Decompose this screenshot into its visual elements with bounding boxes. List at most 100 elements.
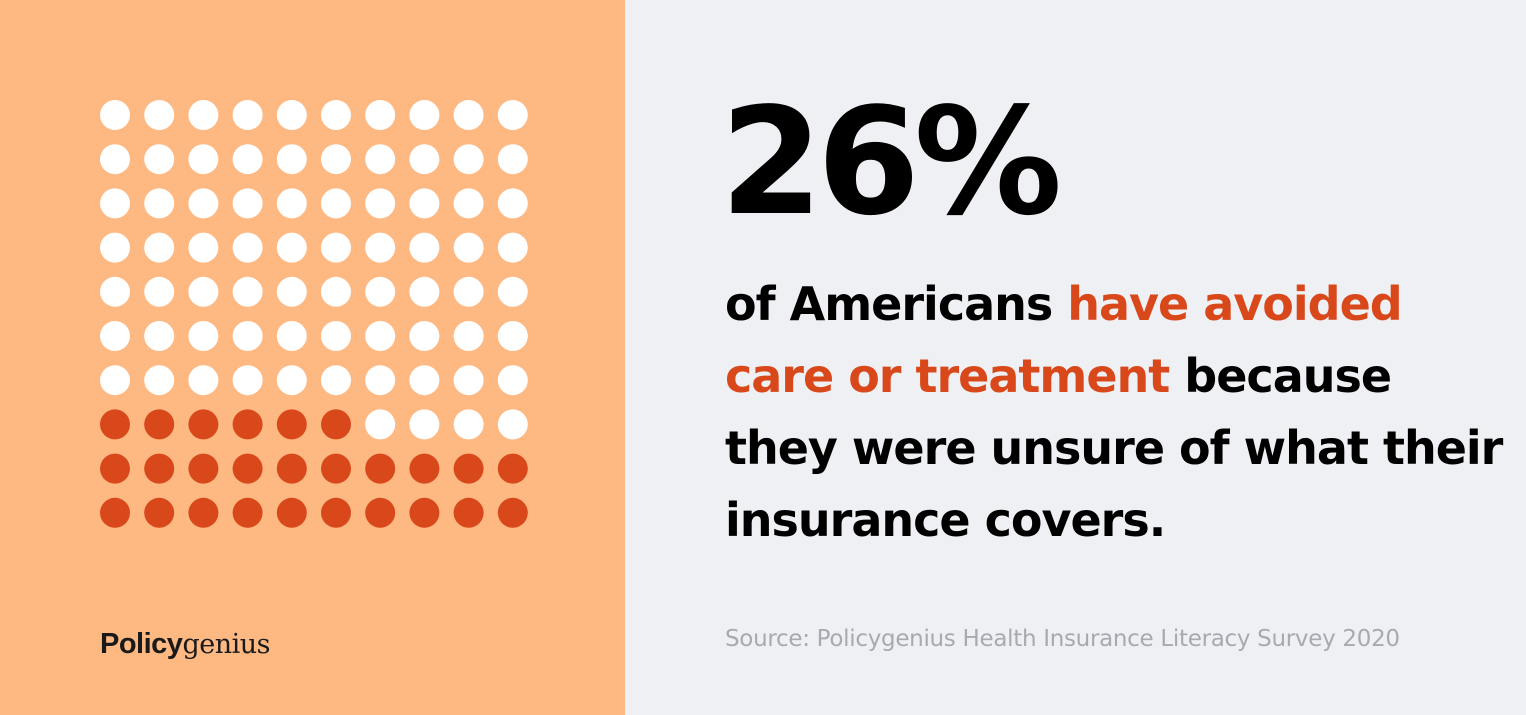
- waffle-dot-highlighted: [276, 453, 307, 484]
- waffle-dot-empty: [188, 188, 219, 219]
- waffle-dot-empty: [497, 321, 528, 351]
- statement-highlight: have avoided care or treatment: [725, 277, 1403, 403]
- text-panel: 26% of Americans have avoided care or tr…: [625, 0, 1526, 715]
- waffle-dot-highlighted: [100, 409, 130, 440]
- waffle-dot-highlighted: [144, 453, 175, 484]
- waffle-dot-empty: [409, 321, 440, 351]
- waffle-dot-empty: [321, 321, 351, 351]
- waffle-dot-empty: [497, 365, 528, 396]
- waffle-dot-empty: [144, 321, 175, 351]
- waffle-dot-empty: [365, 232, 396, 263]
- waffle-dot-empty: [144, 232, 175, 263]
- waffle-dot-empty: [100, 100, 130, 130]
- waffle-dot-empty: [232, 276, 263, 307]
- waffle-dot-empty: [276, 276, 307, 307]
- waffle-chart: [100, 100, 528, 528]
- waffle-dot-empty: [100, 188, 130, 219]
- waffle-dot-empty: [321, 188, 351, 219]
- waffle-dot-empty: [232, 144, 263, 175]
- waffle-dot-empty: [321, 365, 351, 396]
- waffle-dot-highlighted: [453, 497, 484, 528]
- waffle-dot-empty: [188, 276, 219, 307]
- waffle-dot-empty: [409, 409, 440, 440]
- waffle-dot-highlighted: [453, 453, 484, 484]
- waffle-dot-empty: [409, 232, 440, 263]
- waffle-dot-highlighted: [497, 497, 528, 528]
- waffle-dot-empty: [100, 276, 130, 307]
- waffle-dot-empty: [365, 276, 396, 307]
- waffle-dot-empty: [453, 100, 484, 130]
- waffle-dot-highlighted: [497, 453, 528, 484]
- waffle-dot-highlighted: [321, 453, 351, 484]
- waffle-dot-empty: [276, 321, 307, 351]
- waffle-dot-empty: [188, 144, 219, 175]
- statement-text: of Americans have avoided care or treatm…: [725, 268, 1505, 556]
- waffle-dot-empty: [497, 409, 528, 440]
- statement-part1: of Americans: [725, 277, 1068, 331]
- waffle-dot-empty: [276, 144, 307, 175]
- waffle-dot-empty: [453, 188, 484, 219]
- waffle-dot-empty: [188, 365, 219, 396]
- waffle-dot-empty: [453, 365, 484, 396]
- waffle-dot-empty: [453, 409, 484, 440]
- waffle-dot-empty: [144, 100, 175, 130]
- waffle-dot-highlighted: [144, 409, 175, 440]
- waffle-dot-highlighted: [321, 409, 351, 440]
- waffle-dot-empty: [144, 188, 175, 219]
- waffle-dot-empty: [409, 365, 440, 396]
- waffle-dot-empty: [409, 100, 440, 130]
- waffle-dot-highlighted: [276, 409, 307, 440]
- waffle-dot-empty: [276, 100, 307, 130]
- waffle-dot-empty: [365, 365, 396, 396]
- waffle-dot-highlighted: [409, 497, 440, 528]
- waffle-dot-empty: [365, 100, 396, 130]
- waffle-dot-empty: [188, 321, 219, 351]
- waffle-dot-empty: [100, 321, 130, 351]
- waffle-dot-empty: [497, 232, 528, 263]
- waffle-dot-empty: [232, 188, 263, 219]
- logo-light-text: genius: [182, 629, 270, 660]
- waffle-dot-empty: [100, 365, 130, 396]
- waffle-dot-empty: [365, 188, 396, 219]
- source-note: Source: Policygenius Health Insurance Li…: [725, 626, 1400, 652]
- waffle-dot-empty: [365, 409, 396, 440]
- waffle-dot-highlighted: [276, 497, 307, 528]
- waffle-dot-empty: [321, 100, 351, 130]
- waffle-dot-empty: [144, 276, 175, 307]
- waffle-dot-highlighted: [232, 497, 263, 528]
- waffle-panel: Policygenius: [0, 0, 625, 715]
- waffle-dot-empty: [232, 232, 263, 263]
- waffle-dot-empty: [365, 144, 396, 175]
- waffle-dot-highlighted: [188, 453, 219, 484]
- waffle-dot-empty: [409, 144, 440, 175]
- waffle-dot-highlighted: [100, 453, 130, 484]
- waffle-dot-highlighted: [365, 497, 396, 528]
- waffle-dot-highlighted: [365, 453, 396, 484]
- waffle-dot-empty: [453, 144, 484, 175]
- waffle-dot-highlighted: [409, 453, 440, 484]
- logo-bold-text: Policy: [100, 628, 183, 660]
- waffle-dot-empty: [409, 276, 440, 307]
- waffle-dot-highlighted: [232, 453, 263, 484]
- waffle-dot-empty: [100, 232, 130, 263]
- waffle-dot-empty: [321, 232, 351, 263]
- waffle-dot-empty: [497, 188, 528, 219]
- waffle-dot-empty: [409, 188, 440, 219]
- waffle-dot-empty: [188, 100, 219, 130]
- waffle-dot-empty: [497, 100, 528, 130]
- waffle-dot-empty: [232, 321, 263, 351]
- waffle-dot-empty: [276, 232, 307, 263]
- waffle-dot-empty: [497, 276, 528, 307]
- waffle-dot-empty: [276, 365, 307, 396]
- waffle-dot-highlighted: [100, 497, 130, 528]
- waffle-dot-empty: [232, 365, 263, 396]
- statement-part2: because they were unsure of what their i…: [725, 349, 1503, 547]
- waffle-dot-empty: [188, 232, 219, 263]
- stat-value: 26%: [720, 76, 1062, 248]
- waffle-dot-empty: [321, 144, 351, 175]
- waffle-dot-empty: [453, 321, 484, 351]
- waffle-dot-highlighted: [232, 409, 263, 440]
- waffle-dot-empty: [100, 144, 130, 175]
- waffle-dot-highlighted: [144, 497, 175, 528]
